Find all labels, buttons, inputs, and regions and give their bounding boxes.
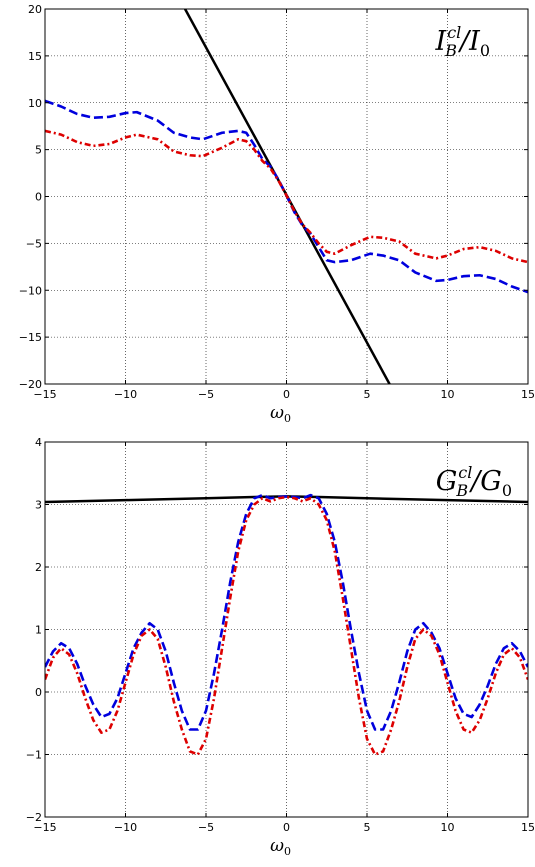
y-tick-label: 2 <box>35 561 42 574</box>
x-axis-label: ω0 <box>270 836 291 858</box>
x-tick-label: −5 <box>198 821 214 834</box>
y-tick-label: −5 <box>26 237 42 250</box>
series-dashdot-line <box>45 129 528 264</box>
x-tick-label: 5 <box>364 821 371 834</box>
x-tick-label: −10 <box>114 821 137 834</box>
x-tick-label: 0 <box>283 821 290 834</box>
y-tick-label: 0 <box>35 686 42 699</box>
y-tick-label: −20 <box>19 378 42 391</box>
x-tick-label: −10 <box>114 388 137 401</box>
y-tick-label: 1 <box>35 624 42 637</box>
x-tick-label: 5 <box>364 388 371 401</box>
y-tick-label: 0 <box>35 191 42 204</box>
panel-label: Gcl B/G0 <box>436 463 512 500</box>
x-tick-label: 0 <box>283 388 290 401</box>
y-tick-label: −1 <box>26 749 42 762</box>
y-tick-label: −2 <box>26 811 42 824</box>
series-dashdot-line <box>45 495 528 756</box>
x-tick-label: −15 <box>33 821 56 834</box>
x-tick-label: −5 <box>198 388 214 401</box>
x-axis-label: ω0 <box>270 403 291 425</box>
y-tick-label: 15 <box>28 50 42 63</box>
x-tick-label: −15 <box>33 388 56 401</box>
y-tick-label: −10 <box>19 284 42 297</box>
y-tick-label: 4 <box>35 436 42 449</box>
y-tick-label: 10 <box>28 97 42 110</box>
x-tick-label: 15 <box>521 388 535 401</box>
x-tick-label: 10 <box>441 821 455 834</box>
x-tick-label: 10 <box>441 388 455 401</box>
panel-label: Icl B/I0 <box>435 23 490 60</box>
y-tick-label: −15 <box>19 331 42 344</box>
y-tick-label: 5 <box>35 144 42 157</box>
y-tick-label: 20 <box>28 3 42 16</box>
x-tick-label: 15 <box>521 821 535 834</box>
y-tick-label: 3 <box>35 499 42 512</box>
series-dashed-line <box>45 493 528 731</box>
